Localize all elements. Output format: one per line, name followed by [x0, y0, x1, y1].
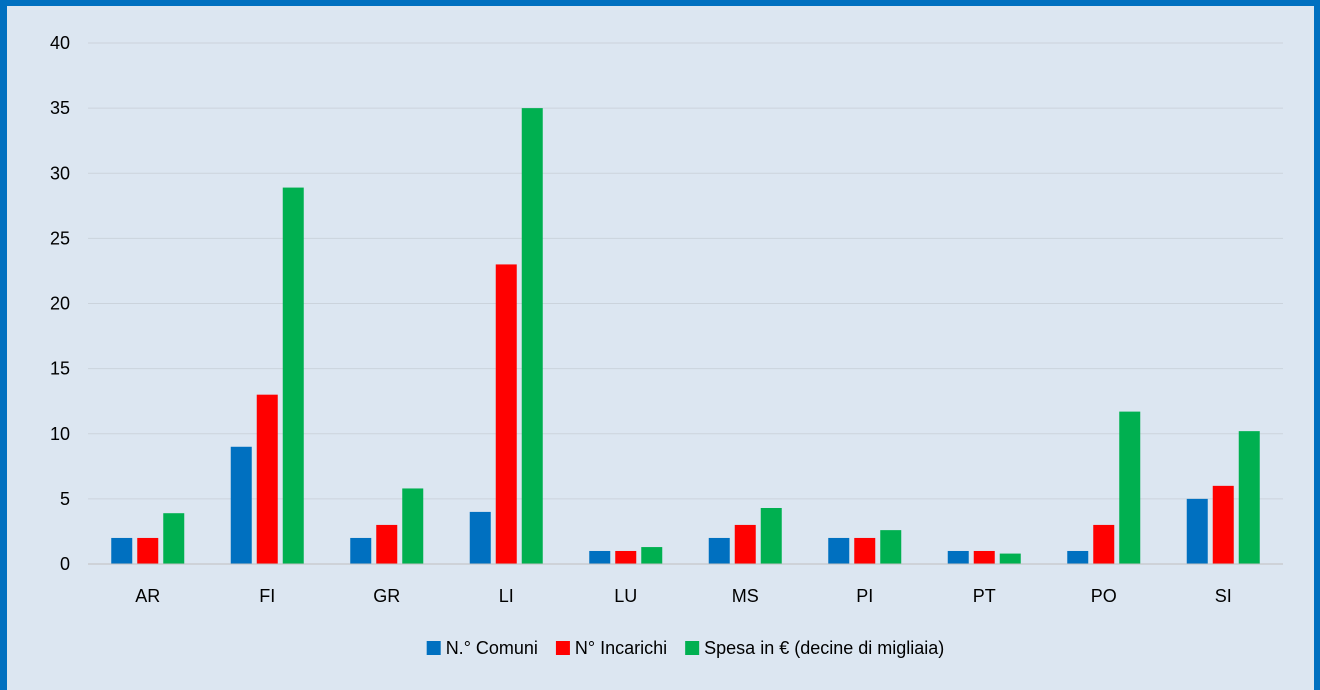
y-tick-label: 10 — [50, 424, 70, 444]
x-tick-label: AR — [135, 586, 160, 606]
bar — [1067, 550, 1089, 564]
bar — [495, 264, 517, 564]
y-tick-label: 25 — [50, 228, 70, 248]
bar — [256, 394, 278, 564]
legend-label: Spesa in € (decine di migliaia) — [704, 638, 944, 658]
bar — [828, 537, 850, 564]
x-tick-label: PI — [856, 586, 873, 606]
x-tick-label: FI — [259, 586, 275, 606]
bar — [708, 537, 730, 564]
legend-swatch — [685, 641, 700, 655]
legend-swatch — [555, 641, 570, 655]
y-tick-label: 0 — [60, 554, 70, 574]
x-tick-label: PT — [973, 586, 996, 606]
x-tick-label: LU — [614, 586, 637, 606]
legend-swatch — [426, 641, 441, 655]
bar — [880, 530, 902, 564]
y-axis-ticks: 0 5 10 15 20 25 30 35 40 — [50, 33, 70, 574]
y-tick-label: 30 — [50, 163, 70, 183]
y-tick-label: 15 — [50, 359, 70, 379]
bar — [376, 524, 398, 564]
bar — [999, 553, 1021, 564]
legend-item: N.° Comuni — [426, 638, 538, 658]
bar — [163, 513, 185, 564]
x-tick-label: MS — [732, 586, 759, 606]
bar — [589, 550, 611, 564]
y-tick-label: 35 — [50, 98, 70, 118]
x-axis-ticks: AR FI GR LI LU MS PI PT PO SI — [135, 586, 1232, 606]
bar — [1093, 524, 1115, 564]
bar — [734, 524, 756, 564]
y-tick-label: 40 — [50, 33, 70, 53]
x-tick-label: PO — [1091, 586, 1117, 606]
bar — [615, 550, 637, 564]
bar — [1238, 431, 1260, 564]
bar — [1119, 411, 1141, 564]
bar — [1186, 498, 1208, 564]
bar — [947, 550, 969, 564]
bar — [137, 537, 159, 564]
bar — [111, 537, 133, 564]
bar — [350, 537, 372, 564]
legend-item: Spesa in € (decine di migliaia) — [685, 638, 944, 658]
x-tick-label: LI — [499, 586, 514, 606]
bars — [111, 108, 1260, 564]
bar — [760, 507, 782, 564]
bar — [854, 537, 876, 564]
legend-label: N.° Comuni — [446, 638, 538, 658]
bar — [402, 488, 424, 564]
x-tick-label: GR — [373, 586, 400, 606]
bar — [469, 511, 491, 564]
legend-label: N° Incarichi — [575, 638, 667, 658]
bar — [230, 446, 252, 564]
bar — [641, 547, 663, 564]
bar — [1212, 485, 1234, 564]
y-tick-label: 5 — [60, 489, 70, 509]
x-tick-label: SI — [1215, 586, 1232, 606]
legend-item: N° Incarichi — [555, 638, 667, 658]
bar — [521, 108, 543, 564]
bar — [973, 550, 995, 564]
legend: N.° Comuni N° Incarichi Spesa in € (decine… — [426, 638, 944, 658]
bar — [282, 187, 304, 564]
y-tick-label: 20 — [50, 294, 70, 314]
